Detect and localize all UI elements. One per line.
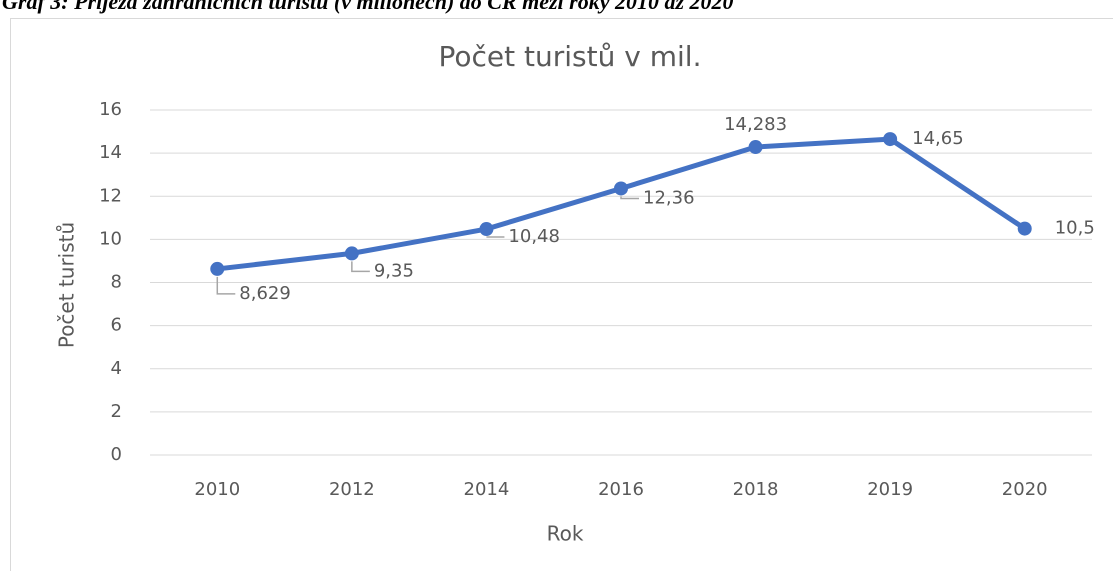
marker bbox=[344, 246, 359, 261]
y-tick-label: 14 bbox=[99, 142, 122, 163]
data-label: 9,35 bbox=[374, 260, 414, 281]
y-tick-label: 8 bbox=[111, 272, 122, 293]
y-tick-label: 0 bbox=[111, 444, 122, 465]
data-label: 10,48 bbox=[508, 226, 560, 247]
leader-line bbox=[620, 196, 639, 200]
x-tick-label: 2020 bbox=[1002, 479, 1048, 500]
marker bbox=[1017, 221, 1032, 236]
data-label: 12,36 bbox=[643, 187, 695, 208]
y-tick-label: 12 bbox=[99, 185, 122, 206]
leader-line bbox=[216, 276, 236, 295]
data-label: 14,65 bbox=[912, 128, 964, 149]
chart-title: Počet turistů v mil. bbox=[439, 40, 702, 73]
x-tick-label: 2016 bbox=[598, 479, 644, 500]
marker bbox=[614, 181, 628, 196]
y-tick-label: 16 bbox=[99, 99, 122, 120]
caption: Graf 3: Příjezd zahraničních turistů (v … bbox=[2, 0, 734, 14]
y-tick-label: 6 bbox=[111, 315, 122, 336]
line bbox=[216, 136, 1027, 272]
x-axis-label: Rok bbox=[547, 522, 584, 546]
y-tick-label: 2 bbox=[111, 401, 122, 422]
x-tick-label: 2018 bbox=[733, 479, 779, 500]
chart-border bbox=[10, 18, 1113, 571]
marker bbox=[479, 222, 494, 237]
y-axis-label: Počet turistů bbox=[55, 222, 79, 348]
y-tick-label: 4 bbox=[111, 358, 122, 379]
x-tick-label: 2019 bbox=[867, 479, 913, 500]
y-tick-label: 10 bbox=[99, 228, 122, 249]
x-tick-label: 2014 bbox=[464, 479, 510, 500]
marker bbox=[883, 132, 898, 147]
data-label: 14,283 bbox=[724, 114, 787, 135]
x-tick-label: 2010 bbox=[194, 479, 240, 500]
data-label: 10,5 bbox=[1055, 218, 1095, 239]
x-tick-label: 2012 bbox=[329, 479, 375, 500]
data-label: 8,629 bbox=[239, 283, 291, 304]
marker bbox=[748, 140, 763, 155]
marker bbox=[210, 261, 225, 276]
leader-line bbox=[351, 261, 370, 273]
